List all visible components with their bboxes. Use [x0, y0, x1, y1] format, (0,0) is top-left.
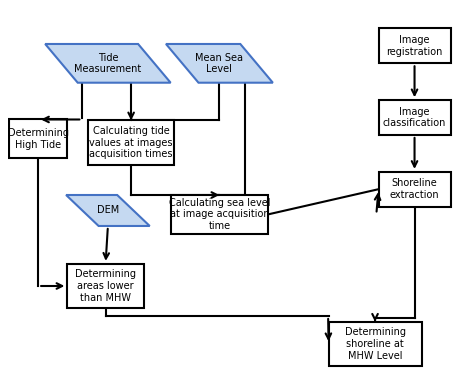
Text: DEM: DEM	[97, 206, 119, 216]
Polygon shape	[45, 44, 171, 83]
FancyBboxPatch shape	[88, 121, 174, 165]
FancyBboxPatch shape	[379, 28, 451, 63]
FancyBboxPatch shape	[171, 195, 268, 234]
Text: Mean Sea
Level: Mean Sea Level	[195, 53, 244, 74]
FancyBboxPatch shape	[379, 100, 451, 135]
Text: Tide
Measurement: Tide Measurement	[74, 53, 142, 74]
FancyBboxPatch shape	[379, 172, 451, 207]
Text: Determining
shoreline at
MHW Level: Determining shoreline at MHW Level	[345, 328, 406, 361]
Text: Determining
areas lower
than MHW: Determining areas lower than MHW	[75, 269, 136, 303]
FancyBboxPatch shape	[9, 119, 67, 158]
Text: Shoreline
extraction: Shoreline extraction	[390, 178, 439, 200]
FancyBboxPatch shape	[328, 322, 421, 366]
Text: Calculating tide
values at images
acquisition times: Calculating tide values at images acquis…	[90, 126, 173, 160]
FancyBboxPatch shape	[67, 264, 144, 308]
Text: Determining
High Tide: Determining High Tide	[8, 128, 69, 150]
Polygon shape	[66, 195, 150, 226]
Polygon shape	[166, 44, 273, 83]
Text: Image
registration: Image registration	[386, 35, 443, 57]
Text: Image
classification: Image classification	[383, 107, 446, 128]
Text: Calculating sea level
at image acquisition
time: Calculating sea level at image acquisiti…	[169, 198, 270, 231]
